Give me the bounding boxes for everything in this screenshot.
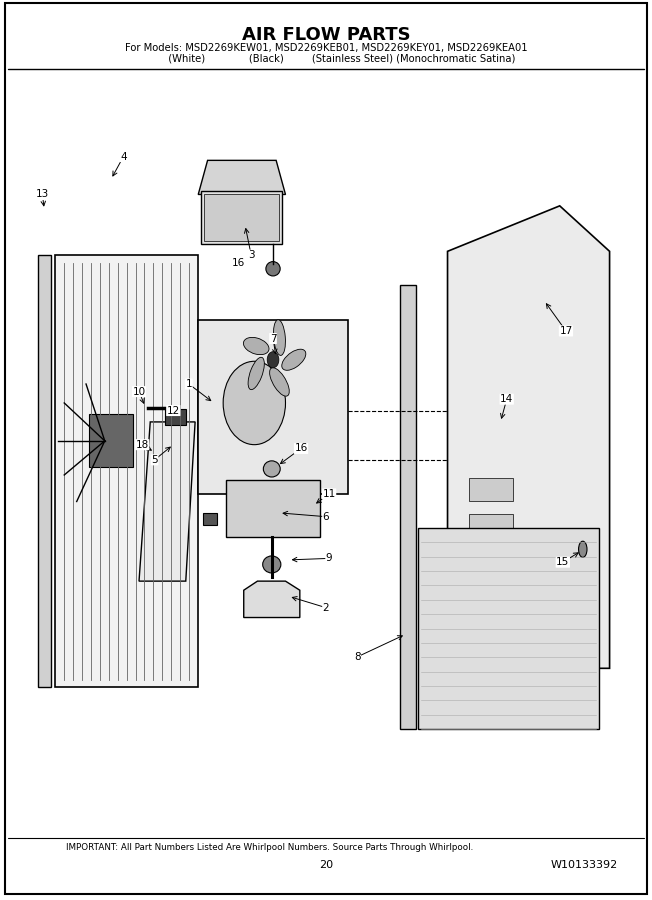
Ellipse shape — [578, 541, 587, 557]
Polygon shape — [205, 194, 279, 241]
Text: 1: 1 — [186, 379, 192, 389]
Ellipse shape — [263, 556, 281, 573]
Text: W10133392: W10133392 — [551, 860, 618, 869]
Text: 6: 6 — [323, 512, 329, 522]
Bar — [400, 285, 416, 729]
Text: IMPORTANT: All Part Numbers Listed Are Whirlpool Numbers. Source Parts Through W: IMPORTANT: All Part Numbers Listed Are W… — [67, 843, 473, 852]
Text: 7: 7 — [270, 334, 276, 344]
Text: 8: 8 — [354, 652, 361, 662]
Polygon shape — [469, 515, 513, 537]
Text: 18: 18 — [136, 440, 149, 450]
Text: 10: 10 — [132, 387, 145, 397]
Ellipse shape — [248, 357, 264, 390]
Polygon shape — [198, 160, 286, 194]
Circle shape — [267, 352, 279, 368]
Bar — [38, 255, 50, 688]
Polygon shape — [201, 191, 282, 244]
Ellipse shape — [504, 284, 520, 312]
Bar — [89, 414, 133, 467]
Bar — [165, 410, 186, 426]
Ellipse shape — [223, 361, 286, 445]
Text: 16: 16 — [295, 444, 308, 454]
Bar — [55, 255, 198, 688]
Text: AIR FLOW PARTS: AIR FLOW PARTS — [242, 26, 410, 44]
Polygon shape — [469, 478, 513, 500]
Polygon shape — [139, 422, 195, 581]
Text: 2: 2 — [323, 603, 329, 613]
Text: 5: 5 — [151, 454, 158, 464]
Bar — [198, 320, 348, 494]
Text: 4: 4 — [120, 151, 126, 162]
Text: 12: 12 — [167, 406, 180, 416]
Text: 17: 17 — [559, 326, 572, 336]
Bar — [418, 528, 599, 729]
Bar — [226, 481, 319, 537]
Text: 15: 15 — [556, 557, 569, 567]
Ellipse shape — [243, 338, 269, 355]
Text: For Models: MSD2269KEW01, MSD2269KEB01, MSD2269KEY01, MSD2269KEA01: For Models: MSD2269KEW01, MSD2269KEB01, … — [125, 43, 527, 53]
Polygon shape — [466, 236, 554, 357]
Text: 13: 13 — [36, 190, 49, 200]
Text: (White)              (Black)         (Stainless Steel) (Monochromatic Satina): (White) (Black) (Stainless Steel) (Monoc… — [137, 54, 515, 64]
Ellipse shape — [266, 262, 280, 276]
Ellipse shape — [273, 320, 286, 356]
Bar — [203, 513, 217, 526]
Text: 9: 9 — [326, 554, 333, 563]
Text: 14: 14 — [500, 394, 513, 404]
Ellipse shape — [270, 368, 289, 396]
Text: 20: 20 — [319, 860, 333, 869]
Ellipse shape — [282, 349, 306, 370]
Text: 3: 3 — [248, 250, 254, 260]
Polygon shape — [469, 551, 513, 573]
Text: 16: 16 — [232, 257, 245, 267]
Text: 11: 11 — [323, 489, 336, 499]
Polygon shape — [244, 581, 300, 617]
Polygon shape — [447, 206, 610, 669]
Ellipse shape — [263, 461, 280, 477]
